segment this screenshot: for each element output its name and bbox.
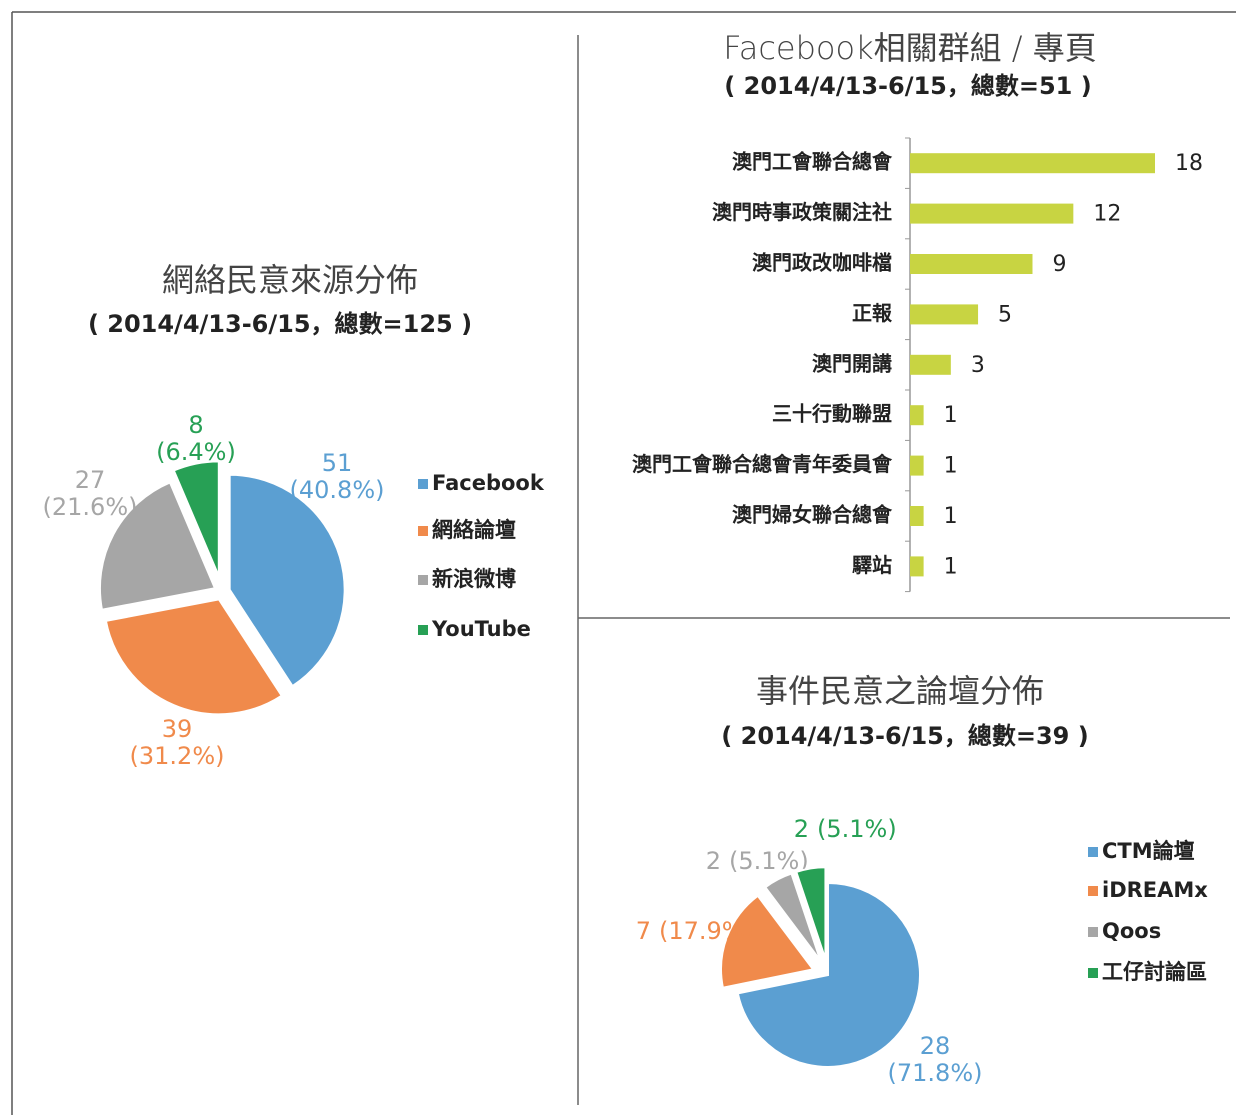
- legend-swatch: [1088, 886, 1098, 896]
- bar: [910, 455, 924, 476]
- pie-slice: [228, 473, 346, 688]
- category-label: 澳門時事政策關注社: [712, 200, 892, 224]
- chart-subtitle: ( 2014/4/13-6/15，總數=51 ): [724, 72, 1091, 100]
- legend-swatch: [1088, 847, 1098, 857]
- value-label: 8: [188, 411, 203, 439]
- legend-label: CTM論壇: [1102, 839, 1195, 863]
- pie-slice: [736, 881, 921, 1068]
- percent-label: (71.8%): [888, 1059, 983, 1087]
- chart-title: 網絡民意來源分佈: [162, 261, 418, 299]
- value-label: 28: [920, 1032, 951, 1060]
- bar: [910, 354, 951, 375]
- pie-slice: [99, 481, 217, 611]
- percent-label: (5.1%): [729, 847, 809, 875]
- value-label: 3: [971, 353, 985, 378]
- legend-label: Facebook: [432, 471, 545, 495]
- chart-subtitle: ( 2014/4/13-6/15，總數=39 ): [721, 722, 1088, 750]
- value-label: 12: [1093, 202, 1121, 227]
- legend-label: Qoos: [1102, 919, 1161, 943]
- percent-label: (6.4%): [156, 438, 236, 466]
- value-label: 39: [162, 715, 193, 743]
- chart-subtitle: ( 2014/4/13-6/15，總數=125 ): [88, 310, 472, 338]
- bar: [910, 506, 924, 526]
- percent-label: (40.8%): [290, 476, 385, 504]
- category-label: 驛站: [852, 553, 892, 577]
- value-label: 27: [75, 466, 106, 494]
- value-label: 9: [1053, 252, 1067, 277]
- chart-title: 事件民意之論壇分佈: [756, 672, 1044, 710]
- legend-swatch: [418, 575, 428, 585]
- value-label: 1: [944, 504, 958, 529]
- legend-label: 網絡論壇: [432, 518, 516, 542]
- percent-label: (31.2%): [130, 742, 225, 770]
- legend-swatch: [1088, 927, 1098, 937]
- legend-swatch: [418, 625, 428, 635]
- value-label: 1: [944, 454, 958, 479]
- value-label: 1: [944, 403, 958, 428]
- bar: [910, 203, 1074, 224]
- pie-slice: [172, 460, 220, 577]
- value-label: 7: [636, 917, 651, 945]
- value-label: 1: [944, 554, 958, 579]
- percent-label: (17.9%): [659, 917, 754, 945]
- pie-slice: [104, 598, 284, 716]
- percent-label: (21.6%): [43, 493, 138, 521]
- chart-title: Facebook相關群組 / 專頁: [723, 29, 1097, 67]
- category-label: 澳門工會聯合總會青年委員會: [632, 452, 893, 476]
- category-label: 澳門開講: [812, 351, 892, 375]
- legend-swatch: [1088, 968, 1098, 978]
- percent-label: (5.1%): [817, 815, 897, 843]
- pie-slice: [720, 894, 815, 989]
- value-label: 51: [322, 449, 353, 477]
- bar: [910, 254, 1033, 274]
- category-label: 澳門政改咖啡檔: [752, 251, 892, 275]
- value-label: 2: [706, 847, 721, 875]
- value-label: 18: [1175, 151, 1203, 176]
- legend-label: 工仔討論區: [1102, 960, 1207, 984]
- category-label: 正報: [852, 301, 893, 325]
- bar: [910, 556, 924, 577]
- bar: [910, 153, 1155, 174]
- value-label: 2: [794, 815, 809, 843]
- legend-label: iDREAMx: [1102, 878, 1208, 902]
- bar: [910, 405, 924, 426]
- legend-label: 新浪微博: [432, 567, 516, 591]
- bar: [910, 304, 979, 325]
- category-label: 澳門婦女聯合總會: [732, 503, 893, 527]
- legend-swatch: [418, 479, 428, 489]
- pie-slice: [763, 872, 822, 962]
- pie-slice: [795, 866, 827, 960]
- value-label: 5: [998, 302, 1012, 327]
- legend-label: YouTube: [431, 617, 531, 641]
- legend-swatch: [418, 526, 428, 536]
- category-label: 澳門工會聯合總會: [732, 150, 893, 174]
- category-label: 三十行動聯盟: [772, 402, 892, 426]
